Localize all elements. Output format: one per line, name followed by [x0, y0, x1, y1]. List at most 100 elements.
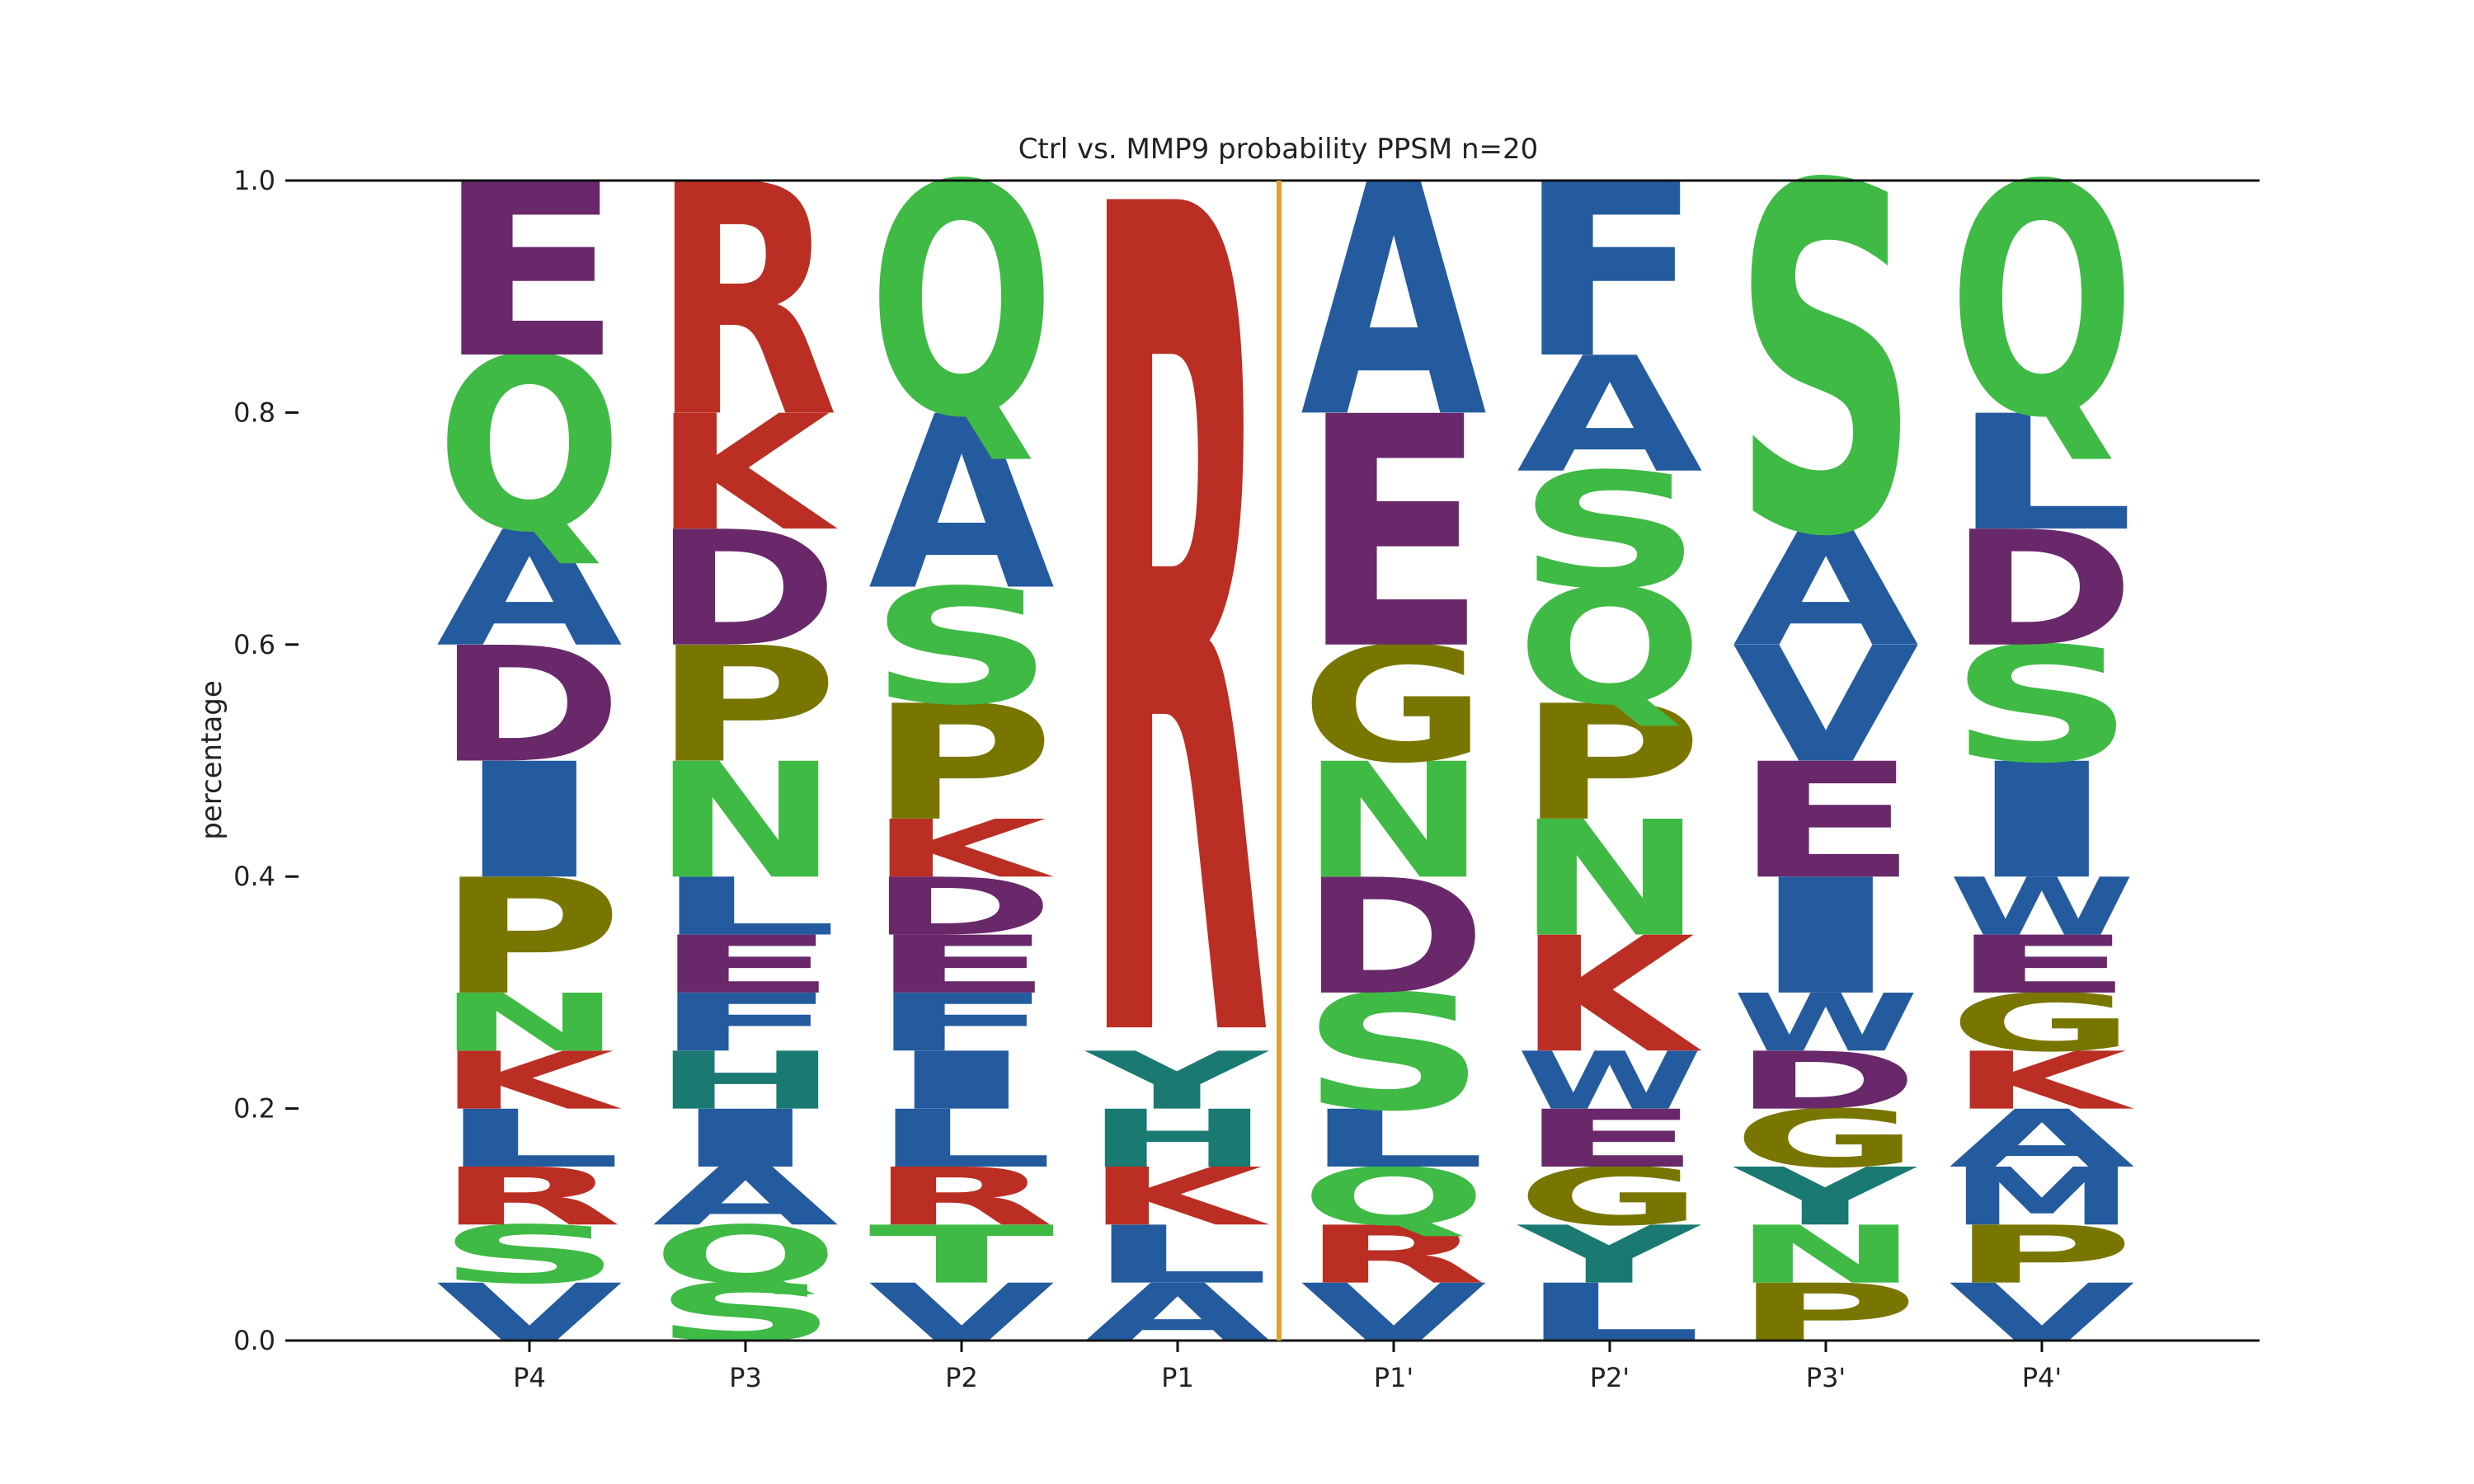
- logo-letter-p4-prime-p: P: [1949, 1209, 2135, 1301]
- logo-letter-p2-prime-f: F: [1517, 134, 1703, 411]
- logo-letter-p2-prime-a: A: [1517, 323, 1703, 508]
- logo-letter-p2-prime-w: W: [1517, 1035, 1703, 1128]
- logo-letter-p3-prime-v: V: [1733, 613, 1919, 798]
- logo-letter-p2-d: D: [868, 861, 1055, 953]
- logo-letter-p3-p: P: [652, 613, 839, 798]
- logo-letter-p4-prime-q: Q: [1949, 119, 2135, 488]
- logo-letter-p2-a: A: [868, 365, 1056, 643]
- logo-letter-p3-i: I: [652, 1092, 839, 1185]
- y-tick-label: 1.0: [233, 165, 275, 196]
- logo-letter-p4-prime-i: I: [1949, 730, 2135, 914]
- logo-letter-p3-q: Q: [652, 1209, 839, 1301]
- logo-letter-p4-l: L: [436, 1093, 623, 1186]
- logo-letter-p2-prime-y: Y: [1516, 1209, 1702, 1301]
- logo-letter-p2-v: V: [868, 1267, 1055, 1360]
- logo-letter-p1-prime-g: G: [1300, 613, 1487, 799]
- y-tick-label: 0.0: [233, 1325, 275, 1356]
- logo-letter-p2-l: L: [868, 1093, 1055, 1186]
- x-tick-label-p1: P1: [1161, 1362, 1194, 1393]
- logo-letter-p3-prime-i: I: [1733, 845, 1919, 1030]
- logo-letter-p3-f: F: [652, 977, 839, 1069]
- logo-letter-p1-prime-l: L: [1300, 1093, 1487, 1186]
- logo-letter-p1-prime-q: Q: [1300, 1151, 1487, 1243]
- logo-letter-p4-prime-e: E: [1949, 919, 2135, 1012]
- logo-letter-p3-prime-p: P: [1733, 1267, 1919, 1360]
- logo-letter-p1-prime-n: N: [1300, 730, 1487, 914]
- y-axis-ticks: 0.0 0.2 0.4 0.6 0.8 1.0: [233, 165, 299, 1356]
- logo-letter-p4-prime-w: W: [1949, 861, 2135, 954]
- x-tick-label-p3-prime: P3': [1806, 1362, 1846, 1393]
- x-tick-label-p2-prime: P2': [1590, 1362, 1630, 1393]
- logo-letter-p2-p: P: [868, 671, 1055, 857]
- logo-letter-p4-e: E: [436, 134, 623, 411]
- logo-letter-p4-n: N: [436, 977, 623, 1069]
- x-tick-label-p4: P4: [513, 1362, 546, 1393]
- logo-letter-p4-a: A: [436, 497, 623, 682]
- logo-letter-p1-prime-d: D: [1300, 845, 1487, 1031]
- logo-letter-p4-q: Q: [436, 308, 623, 585]
- logo-letter-p3-prime-e: E: [1733, 730, 1919, 914]
- logo-letter-p2-i: I: [868, 1035, 1055, 1127]
- logo-letter-p2-prime-s: S: [1517, 439, 1703, 624]
- logo-letter-p1-prime-r: R: [1300, 1209, 1487, 1302]
- logo-letter-p3-prime-n: N: [1733, 1209, 1919, 1301]
- logo-letter-p1-r: R: [1084, 0, 1271, 1295]
- logo-letter-p4-i: I: [436, 730, 623, 914]
- logo-letter-p1-prime-a: A: [1300, 118, 1489, 488]
- x-tick-label-p1-prime: P1': [1374, 1362, 1413, 1393]
- logo-letter-p1-y: Y: [1084, 1035, 1270, 1127]
- logo-letter-p2-prime-q: Q: [1517, 555, 1703, 740]
- logo-letter-p3-e: E: [652, 919, 839, 1012]
- logo-letter-p4-prime-a: A: [1949, 1093, 2135, 1186]
- logo-letter-p4-k: K: [436, 1035, 623, 1127]
- logo-letter-p1-prime-s: S: [1300, 961, 1487, 1146]
- x-tick-label-p2: P2: [945, 1362, 978, 1393]
- logo-letter-p3-prime-g: G: [1733, 1093, 1919, 1186]
- logo-letter-p3-d: D: [652, 497, 839, 683]
- logo-letter-p3-prime-y: Y: [1732, 1151, 1918, 1243]
- chart-title: Ctrl vs. MMP9 probability PPSM n=20: [1018, 133, 1539, 166]
- logo-letter-p2-e: E: [868, 919, 1055, 1012]
- logo-letter-p2-k: K: [868, 803, 1055, 895]
- logo-letter-p4-d: D: [436, 613, 623, 799]
- y-tick-label: 0.6: [233, 629, 275, 660]
- y-tick-label: 0.8: [233, 397, 275, 428]
- logo-letter-p2-r: R: [868, 1151, 1055, 1244]
- logo-letter-p3-prime-w: W: [1733, 977, 1919, 1070]
- logo-letter-p2-q: Q: [868, 119, 1055, 488]
- logo-letter-p4-prime-l: L: [1949, 382, 2135, 566]
- logo-letter-p3-h: H: [652, 1035, 839, 1127]
- logo-letter-p1-k: K: [1084, 1151, 1271, 1243]
- logo-letter-p2-f: F: [868, 977, 1055, 1069]
- logo-letter-p2-prime-k: K: [1517, 903, 1703, 1088]
- logo-letter-p3-n: N: [652, 730, 839, 914]
- logo-letter-p1-h: H: [1084, 1093, 1271, 1186]
- logo-letter-p4-prime-k: K: [1949, 1035, 2135, 1127]
- logo-letter-p4-r: R: [436, 1151, 623, 1244]
- logo-letter-p4-prime-v: V: [1949, 1267, 2135, 1360]
- logo-letter-p2-prime-l: L: [1517, 1267, 1703, 1360]
- logo-letter-p3-l: L: [652, 862, 839, 954]
- logo-letter-p2-prime-e: E: [1517, 1093, 1703, 1186]
- logo-letter-p3-s: S: [652, 1267, 839, 1360]
- logo-letter-p3-prime-a: A: [1733, 497, 1919, 682]
- logo-letter-p2-prime-g: G: [1517, 1151, 1703, 1243]
- logo-letter-p4-s: S: [436, 1209, 623, 1301]
- logo-letter-p4-p: P: [436, 845, 623, 1031]
- logo-letter-p1-prime-v: V: [1300, 1267, 1487, 1360]
- logo-letter-p4-v: V: [436, 1267, 623, 1360]
- logo-letters: VSRLKNPIDAQESQAIHFELNPDKRVTRLIFEDKPSAQAL…: [436, 0, 2135, 1360]
- logo-letter-p2-t: T: [868, 1209, 1055, 1301]
- logo-letter-p3-prime-d: D: [1733, 1035, 1919, 1127]
- logo-letter-p4-prime-d: D: [1949, 497, 2135, 683]
- logo-letter-p3-prime-s: S: [1733, 86, 1919, 641]
- y-tick-label: 0.2: [233, 1093, 275, 1125]
- logo-letter-p1-l: L: [1084, 1209, 1271, 1302]
- logo-letter-p3-k: K: [652, 381, 839, 566]
- logo-letter-p4-prime-m: M: [1949, 1151, 2135, 1243]
- y-tick-label: 0.4: [233, 861, 275, 892]
- y-axis-label: percentage: [195, 680, 228, 840]
- logo-letter-p2-s: S: [868, 556, 1055, 740]
